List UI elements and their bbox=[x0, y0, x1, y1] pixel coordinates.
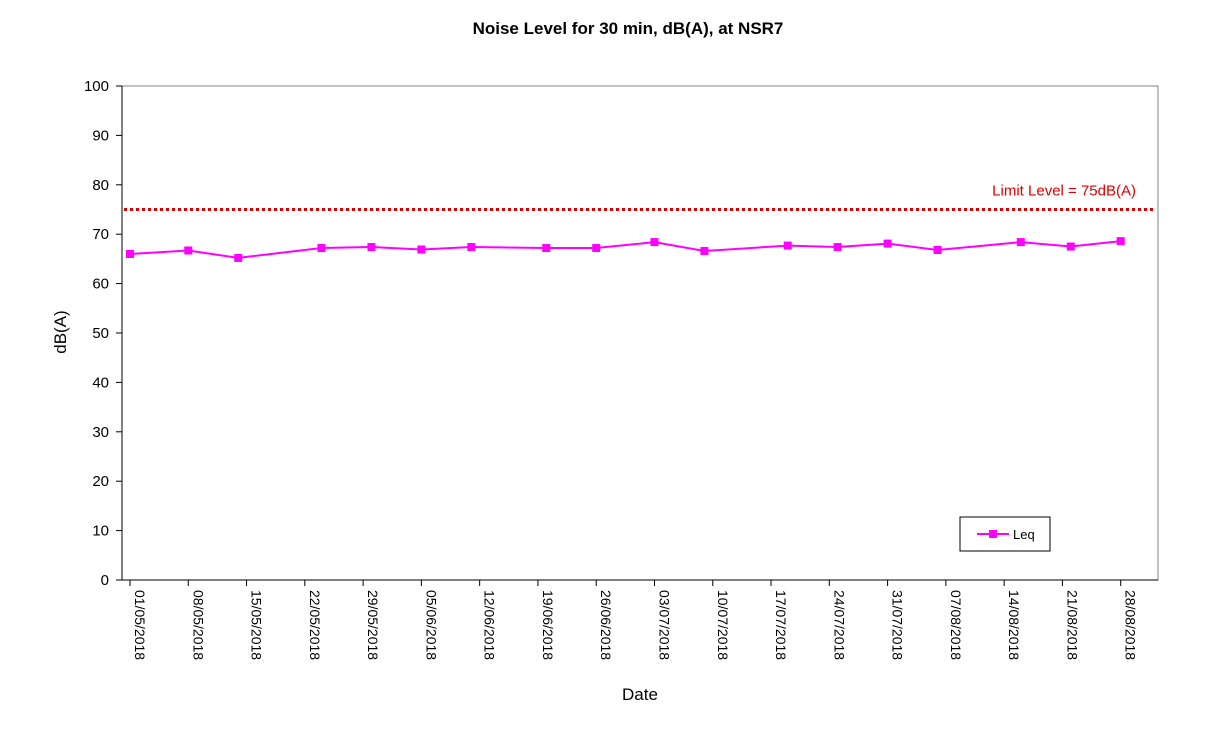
x-tick-label: 26/06/2018 bbox=[598, 590, 614, 660]
data-point-marker bbox=[234, 253, 243, 262]
x-axis-label: Date bbox=[622, 685, 658, 704]
x-tick-label: 28/08/2018 bbox=[1123, 590, 1139, 660]
x-tick-label: 14/08/2018 bbox=[1006, 590, 1022, 660]
y-tick-label: 90 bbox=[92, 127, 109, 144]
data-point-marker bbox=[883, 239, 892, 248]
data-point-marker bbox=[542, 244, 551, 253]
x-axis-ticks: 01/05/2018 08/05/2018 15/05/2018 22/05/2018… bbox=[129, 580, 1139, 660]
data-point-marker bbox=[317, 244, 326, 253]
y-tick-label: 100 bbox=[84, 78, 109, 95]
x-tick-label: 01/05/2018 bbox=[132, 590, 148, 660]
y-axis-label: dB(A) bbox=[51, 310, 70, 353]
reference-lines: Limit Level = 75dB(A) bbox=[124, 183, 1156, 211]
series-layer bbox=[126, 237, 1125, 262]
x-tick-label: 22/05/2018 bbox=[307, 590, 323, 660]
y-tick-label: 0 bbox=[101, 572, 109, 589]
x-tick-label: 17/07/2018 bbox=[773, 590, 789, 660]
data-point-marker bbox=[467, 243, 476, 252]
x-tick-label: 31/07/2018 bbox=[890, 590, 906, 660]
x-tick-label: 12/06/2018 bbox=[482, 590, 498, 660]
chart-title: Noise Level for 30 min, dB(A), at NSR7 bbox=[473, 19, 784, 38]
x-tick-label: 08/05/2018 bbox=[190, 590, 206, 660]
y-tick-label: 50 bbox=[92, 325, 109, 342]
legend: Leq bbox=[959, 516, 1051, 552]
x-tick-label: 05/06/2018 bbox=[423, 590, 439, 660]
data-point-marker bbox=[184, 246, 193, 255]
series-line-leq bbox=[129, 240, 1121, 259]
x-tick-label: 24/07/2018 bbox=[831, 590, 847, 660]
data-point-marker bbox=[1116, 237, 1125, 246]
data-point-marker bbox=[592, 244, 601, 253]
data-point-marker bbox=[833, 243, 842, 252]
data-point-marker bbox=[367, 243, 376, 252]
y-tick-label: 40 bbox=[92, 374, 109, 391]
data-point-marker bbox=[700, 246, 709, 255]
x-tick-label: 21/08/2018 bbox=[1064, 590, 1080, 660]
data-point-marker bbox=[126, 249, 134, 258]
y-axis-ticks: 0 10 20 30 40 50 60 70 80 90 100 bbox=[84, 78, 122, 589]
legend-marker-square bbox=[989, 530, 997, 538]
x-tick-label: 03/07/2018 bbox=[656, 590, 672, 660]
y-tick-label: 20 bbox=[92, 473, 109, 490]
legend-label-leq: Leq bbox=[1013, 527, 1035, 542]
y-tick-label: 80 bbox=[92, 177, 109, 194]
x-tick-label: 19/06/2018 bbox=[540, 590, 556, 660]
x-tick-label: 07/08/2018 bbox=[948, 590, 964, 660]
y-tick-label: 30 bbox=[92, 424, 109, 441]
data-point-marker bbox=[783, 241, 792, 250]
plot-area-frame bbox=[121, 85, 1159, 581]
data-point-marker bbox=[417, 245, 426, 254]
data-point-marker bbox=[933, 246, 942, 255]
data-point-marker bbox=[1066, 242, 1075, 251]
data-point-marker bbox=[1016, 238, 1025, 247]
limit-level-label: Limit Level = 75dB(A) bbox=[992, 183, 1136, 200]
x-tick-label: 10/07/2018 bbox=[715, 590, 731, 660]
y-tick-label: 60 bbox=[92, 276, 109, 293]
y-tick-label: 10 bbox=[92, 523, 109, 540]
x-tick-label: 29/05/2018 bbox=[365, 590, 381, 660]
x-tick-label: 15/05/2018 bbox=[249, 590, 265, 660]
y-tick-label: 70 bbox=[92, 226, 109, 243]
data-point-marker bbox=[650, 238, 659, 247]
